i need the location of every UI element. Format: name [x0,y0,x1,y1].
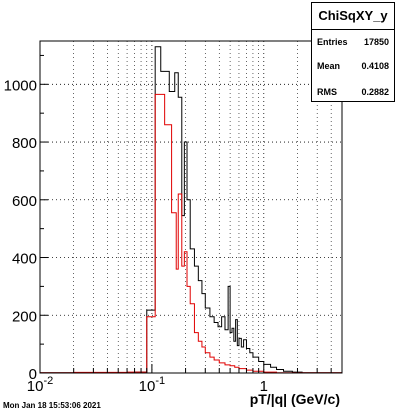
stats-box: ChiSqXY_y Entries 17850 Mean 0.4108 RMS … [311,2,395,102]
stats-value: 0.4108 [361,61,389,71]
stats-title: ChiSqXY_y [312,3,394,30]
stats-label: Mean [317,61,341,71]
x-tick-label: 10-1 [139,375,165,395]
y-tick-label: 200 [12,308,37,325]
x-tick-exponent: -2 [43,375,53,387]
x-axis-title: pT/|q| (GeV/c) [249,391,340,407]
timestamp: Mon Jan 18 15:53:06 2021 [3,401,101,410]
plot-frame [39,40,343,374]
stats-label: Entries [317,37,348,47]
plot-area [40,41,342,373]
histogram-series-1 [39,93,343,374]
y-tick-label: 600 [12,193,37,210]
y-tick-label: 1000 [4,77,37,94]
x-tick-label: 10-2 [27,375,53,395]
y-tick-label: 0 [29,366,37,383]
histogram-series-0 [39,46,343,374]
x-tick-exponent: -1 [155,375,165,387]
y-tick-label: 400 [12,251,37,268]
stats-value: 0.2882 [361,87,389,97]
x-tick-label: 1 [260,378,268,395]
y-tick-label: 800 [12,135,37,152]
stats-label: RMS [317,87,337,97]
stats-value: 17850 [363,37,389,47]
